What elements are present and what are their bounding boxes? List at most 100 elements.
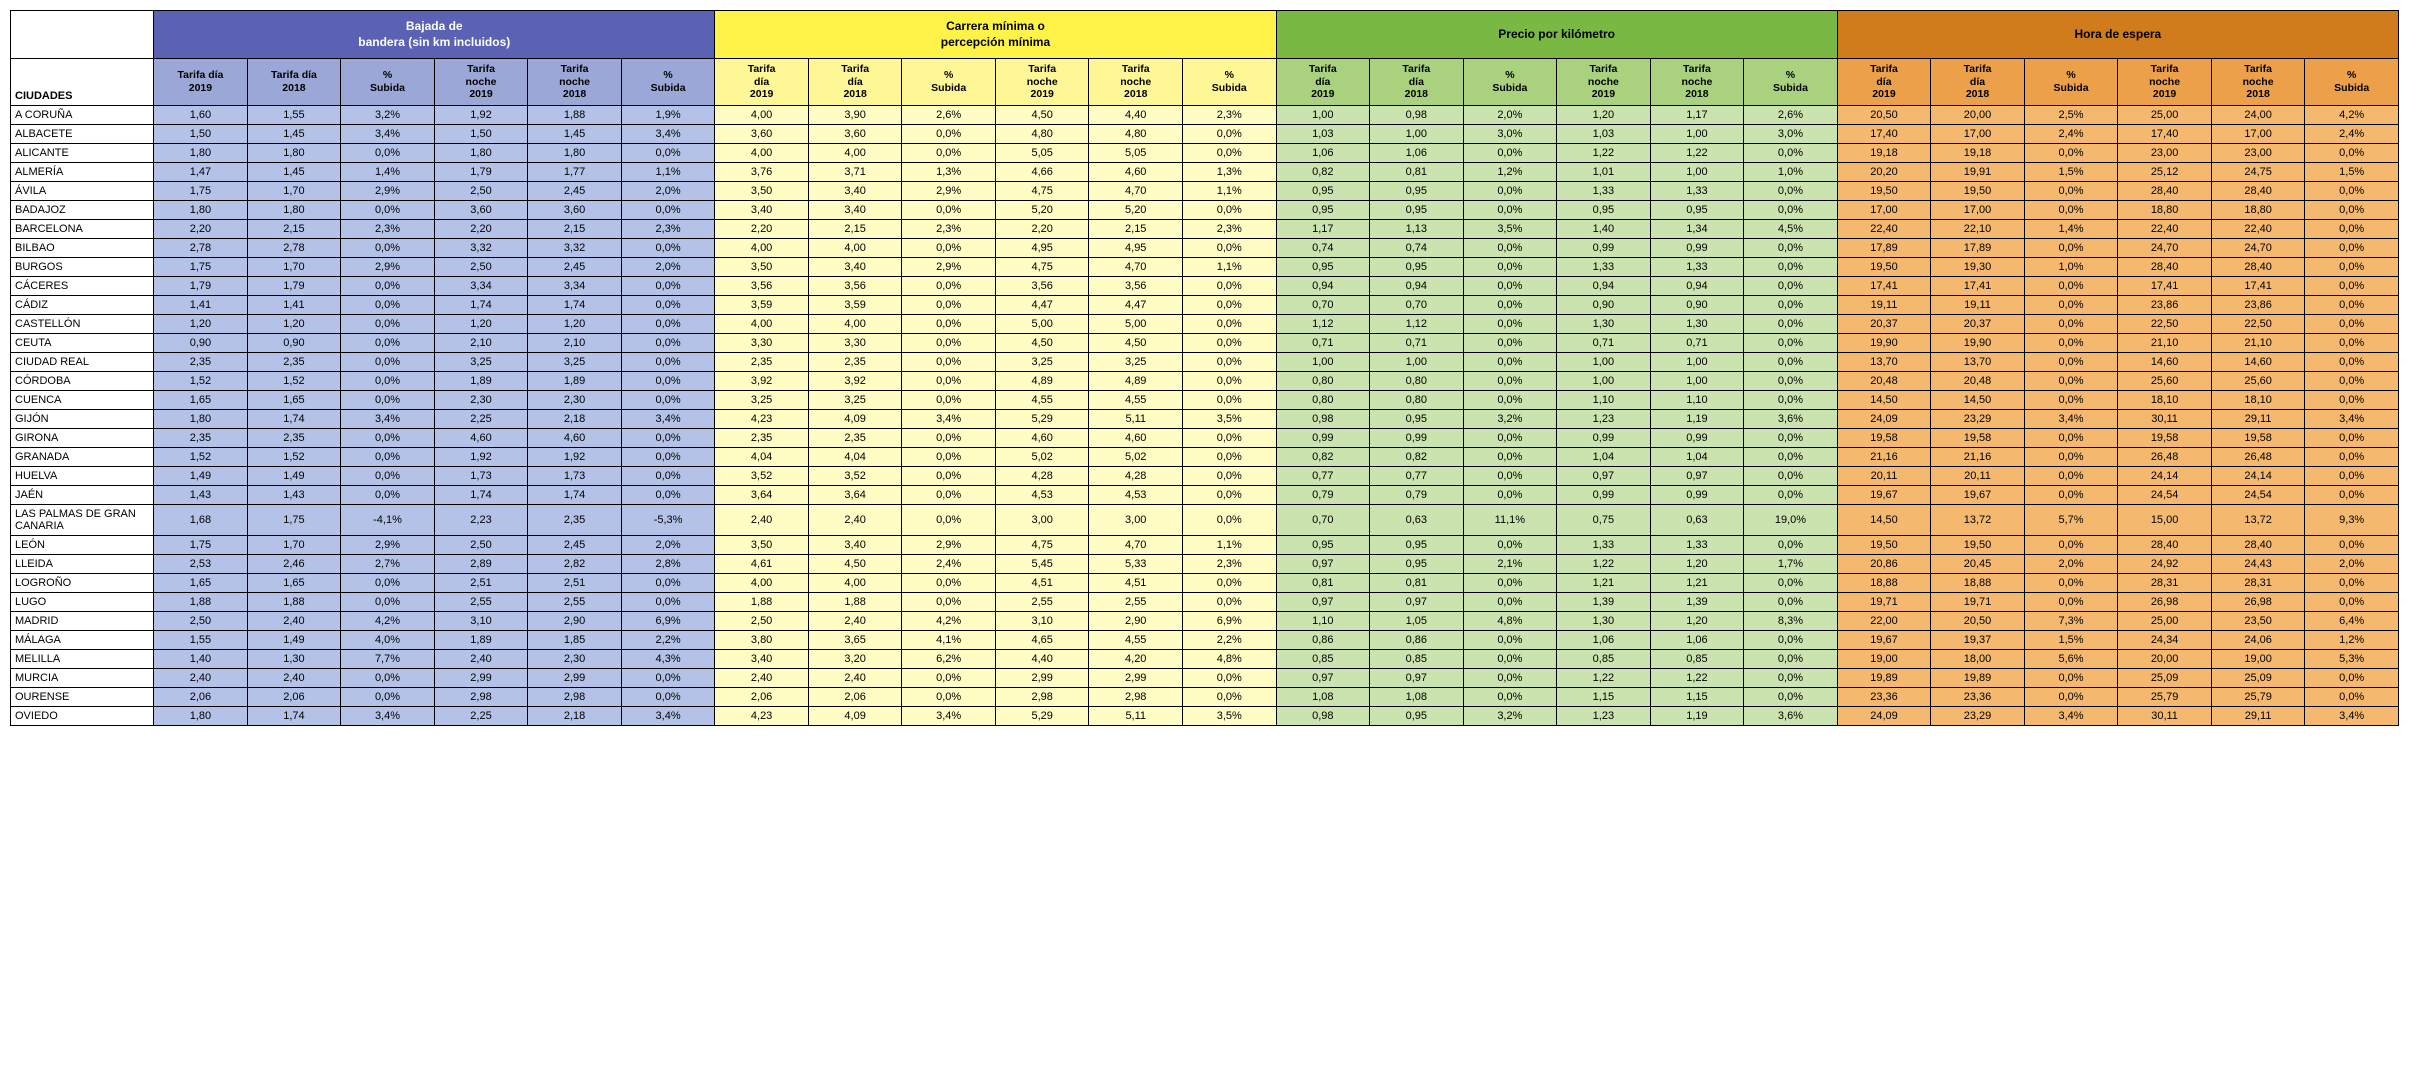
data-cell: 2,0% <box>621 181 715 200</box>
data-cell: 24,75 <box>2211 162 2305 181</box>
table-row: MADRID2,502,404,2%3,102,906,9%2,502,404,… <box>11 611 2399 630</box>
data-cell: 2,50 <box>434 257 528 276</box>
data-cell: 19,90 <box>1837 333 1931 352</box>
data-cell: 0,0% <box>621 447 715 466</box>
data-cell: 4,28 <box>995 466 1089 485</box>
table-row: LLEIDA2,532,462,7%2,892,822,8%4,614,502,… <box>11 554 2399 573</box>
data-cell: 1,00 <box>1650 124 1744 143</box>
data-cell: 19,58 <box>2211 428 2305 447</box>
data-cell: 0,0% <box>2024 428 2118 447</box>
data-cell: 0,70 <box>1276 295 1370 314</box>
data-cell: 25,09 <box>2118 668 2212 687</box>
table-row: ALBACETE1,501,453,4%1,501,453,4%3,603,60… <box>11 124 2399 143</box>
data-cell: 25,60 <box>2118 371 2212 390</box>
data-cell: 4,50 <box>1089 333 1183 352</box>
data-cell: 3,50 <box>715 181 809 200</box>
data-cell: 0,82 <box>1276 447 1370 466</box>
data-cell: 2,40 <box>247 668 341 687</box>
data-cell: 4,60 <box>528 428 622 447</box>
table-header: Bajada debandera (sin km incluidos)Carre… <box>11 11 2399 106</box>
data-cell: 0,0% <box>1744 466 1838 485</box>
data-cell: 17,00 <box>1931 200 2025 219</box>
data-cell: 0,0% <box>621 276 715 295</box>
data-cell: 0,0% <box>341 668 435 687</box>
data-cell: 2,15 <box>808 219 902 238</box>
data-cell: 1,52 <box>247 371 341 390</box>
data-cell: 19,89 <box>1837 668 1931 687</box>
data-cell: 28,40 <box>2118 257 2212 276</box>
data-cell: 1,20 <box>1650 554 1744 573</box>
data-cell: 2,89 <box>434 554 528 573</box>
data-cell: 1,88 <box>154 592 248 611</box>
table-row: OVIEDO1,801,743,4%2,252,183,4%4,234,093,… <box>11 706 2399 725</box>
data-cell: 0,71 <box>1276 333 1370 352</box>
data-cell: 1,55 <box>154 630 248 649</box>
data-cell: 3,40 <box>808 200 902 219</box>
data-cell: 0,0% <box>1183 428 1277 447</box>
data-cell: 2,55 <box>528 592 622 611</box>
data-cell: 26,48 <box>2118 447 2212 466</box>
data-cell: 0,0% <box>2305 257 2399 276</box>
data-cell: 1,23 <box>1557 706 1651 725</box>
data-cell: 1,7% <box>1744 554 1838 573</box>
data-cell: 4,23 <box>715 409 809 428</box>
data-cell: 19,18 <box>1931 143 2025 162</box>
data-cell: 0,63 <box>1650 504 1744 535</box>
table-row: JAÉN1,431,430,0%1,741,740,0%3,643,640,0%… <box>11 485 2399 504</box>
data-cell: 4,00 <box>808 238 902 257</box>
data-cell: 1,75 <box>247 504 341 535</box>
data-cell: 2,06 <box>715 687 809 706</box>
data-cell: 2,35 <box>154 352 248 371</box>
data-cell: 18,80 <box>2211 200 2305 219</box>
data-cell: 1,75 <box>154 535 248 554</box>
data-cell: 2,0% <box>2305 554 2399 573</box>
data-cell: 0,0% <box>1463 466 1557 485</box>
data-cell: 0,0% <box>1463 200 1557 219</box>
data-cell: 5,05 <box>1089 143 1183 162</box>
city-cell: LAS PALMAS DE GRAN CANARIA <box>11 504 154 535</box>
data-cell: 0,0% <box>1463 371 1557 390</box>
data-cell: 20,11 <box>1837 466 1931 485</box>
city-cell: ÁVILA <box>11 181 154 200</box>
city-cell: ALBACETE <box>11 124 154 143</box>
data-cell: 4,3% <box>621 649 715 668</box>
data-cell: 2,40 <box>715 504 809 535</box>
data-cell: 0,97 <box>1557 466 1651 485</box>
data-cell: 0,0% <box>621 200 715 219</box>
data-cell: 0,0% <box>2305 535 2399 554</box>
data-cell: 0,0% <box>2024 295 2118 314</box>
data-cell: 2,5% <box>2024 105 2118 124</box>
data-cell: 2,10 <box>528 333 622 352</box>
data-cell: 1,10 <box>1650 390 1744 409</box>
data-cell: 13,70 <box>1837 352 1931 371</box>
data-cell: 1,52 <box>247 447 341 466</box>
data-cell: 1,79 <box>247 276 341 295</box>
table-row: MÁLAGA1,551,494,0%1,891,852,2%3,803,654,… <box>11 630 2399 649</box>
data-cell: 3,25 <box>1089 352 1183 371</box>
data-cell: 19,67 <box>1931 485 2025 504</box>
data-cell: 1,33 <box>1650 257 1744 276</box>
data-cell: 2,0% <box>621 535 715 554</box>
data-cell: 2,15 <box>1089 219 1183 238</box>
data-cell: 1,65 <box>247 390 341 409</box>
city-cell: CÁDIZ <box>11 295 154 314</box>
table-row: ÁVILA1,751,702,9%2,502,452,0%3,503,402,9… <box>11 181 2399 200</box>
data-cell: 4,89 <box>1089 371 1183 390</box>
data-cell: -5,3% <box>621 504 715 535</box>
data-cell: 24,00 <box>2211 105 2305 124</box>
data-cell: 1,3% <box>902 162 996 181</box>
data-cell: 2,35 <box>247 428 341 447</box>
data-cell: 0,0% <box>2305 573 2399 592</box>
sub-header: Tarifanoche2019 <box>995 59 1089 106</box>
sub-header: %Subida <box>2305 59 2399 106</box>
data-cell: 4,55 <box>1089 630 1183 649</box>
data-cell: 0,0% <box>2305 238 2399 257</box>
sub-header: Tarifanoche2018 <box>1089 59 1183 106</box>
city-cell: BADAJOZ <box>11 200 154 219</box>
data-cell: 4,60 <box>995 428 1089 447</box>
data-cell: 24,06 <box>2211 630 2305 649</box>
data-cell: 4,61 <box>715 554 809 573</box>
data-cell: 0,0% <box>1463 649 1557 668</box>
data-cell: 2,06 <box>808 687 902 706</box>
data-cell: 0,79 <box>1370 485 1464 504</box>
